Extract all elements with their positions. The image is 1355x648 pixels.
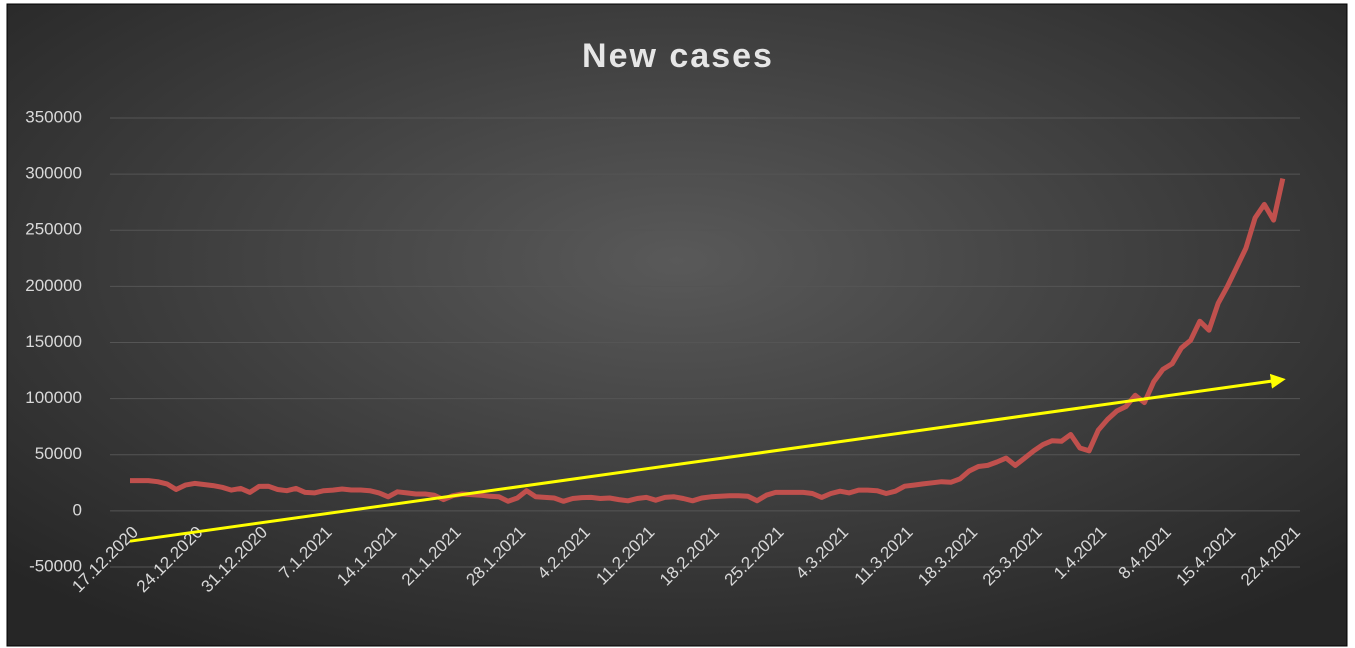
y-tick-label: 350000: [25, 107, 82, 126]
y-tick-label: 200000: [25, 276, 82, 295]
y-tick-label: -50000: [29, 556, 82, 575]
y-tick-label: 150000: [25, 332, 82, 351]
y-tick-label: 0: [73, 500, 82, 519]
chart-title: New cases: [582, 37, 774, 75]
y-tick-label: 250000: [25, 220, 82, 239]
y-tick-label: 300000: [25, 164, 82, 183]
y-tick-label: 50000: [35, 444, 82, 463]
trend-arrow: [129, 373, 1286, 543]
chart-background: [6, 3, 1348, 647]
y-tick-label: 100000: [25, 388, 82, 407]
data-line: [130, 178, 1286, 504]
